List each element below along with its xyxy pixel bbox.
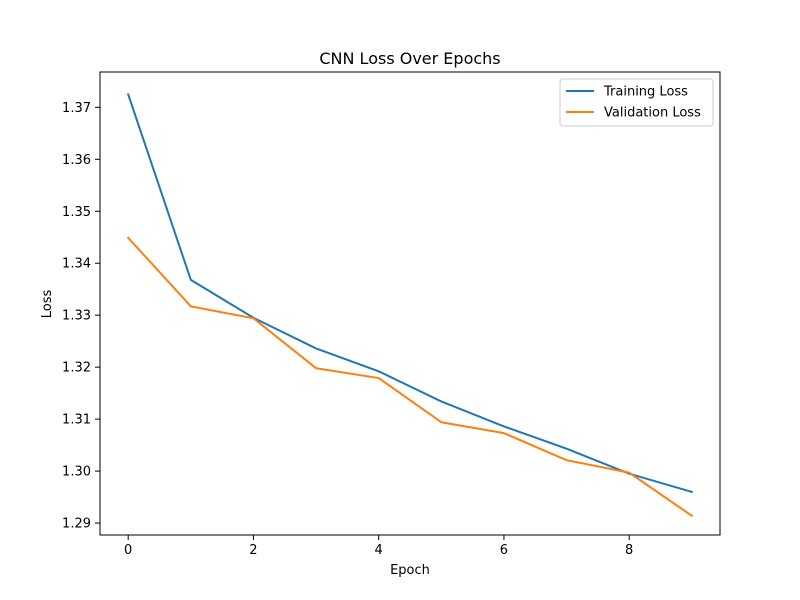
x-tick-label: 8 [625, 543, 633, 558]
y-tick-label: 1.34 [62, 257, 91, 272]
y-tick-label: 1.32 [62, 361, 91, 376]
series-line-0 [126, 93, 694, 494]
x-axis-title: Epoch [390, 563, 430, 578]
x-tick-label: 2 [249, 543, 257, 558]
y-tick-label: 1.30 [62, 465, 91, 480]
chart-title: CNN Loss Over Epochs [319, 49, 500, 68]
series-line-1 [126, 236, 694, 518]
series-lines [126, 93, 694, 518]
x-tick-label: 6 [500, 543, 508, 558]
y-tick-label: 1.29 [62, 517, 91, 532]
y-tick-label: 1.31 [62, 413, 91, 428]
y-tick-label: 1.35 [62, 205, 91, 220]
legend: Training Loss Validation Loss [559, 78, 714, 127]
y-tick-label: 1.37 [62, 101, 91, 116]
x-axis: 0 2 4 6 8 [124, 535, 633, 558]
legend-label-0: Training Loss [603, 85, 688, 100]
y-axis-title: Loss [40, 290, 55, 319]
x-tick-label: 0 [124, 543, 132, 558]
y-axis: 1.29 1.30 1.31 1.32 1.33 1.34 1.35 1.36 1.37 [62, 101, 100, 532]
plot-frame [99, 71, 721, 536]
y-tick-label: 1.33 [62, 309, 91, 324]
legend-box [559, 78, 714, 127]
x-tick-label: 4 [375, 543, 383, 558]
y-tick-label: 1.36 [62, 153, 91, 168]
legend-label-1: Validation Loss [604, 106, 701, 121]
